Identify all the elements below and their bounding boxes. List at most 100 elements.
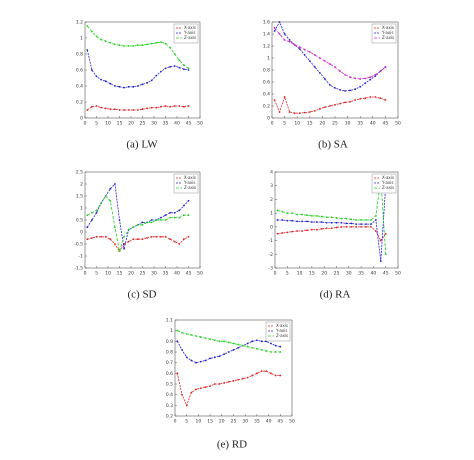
data-point bbox=[303, 48, 306, 51]
data-point bbox=[141, 238, 144, 241]
data-point bbox=[278, 33, 281, 35]
data-point bbox=[109, 82, 112, 85]
data-point bbox=[335, 221, 338, 224]
data-point bbox=[227, 380, 230, 383]
data-point bbox=[173, 240, 176, 243]
data-point bbox=[241, 377, 244, 380]
data-point bbox=[169, 65, 172, 68]
data-point bbox=[176, 329, 179, 332]
data-point bbox=[308, 60, 311, 62]
data-point bbox=[127, 45, 130, 47]
data-point bbox=[306, 220, 308, 223]
x-tick-label: 45 bbox=[277, 419, 283, 425]
data-point bbox=[86, 214, 89, 217]
y-tick-label: 1.6 bbox=[263, 20, 270, 26]
legend-label: Y-axis bbox=[381, 30, 393, 35]
x-tick-label: 0 bbox=[274, 271, 277, 277]
caption: (c) SD bbox=[127, 289, 156, 301]
data-point bbox=[344, 101, 346, 104]
legend-box bbox=[371, 173, 397, 194]
data-point bbox=[365, 225, 367, 228]
data-point bbox=[176, 340, 179, 343]
data-point bbox=[155, 41, 158, 44]
data-point bbox=[199, 360, 202, 363]
data-point bbox=[178, 66, 181, 69]
data-point bbox=[273, 30, 276, 32]
x-tick-label: 5 bbox=[185, 419, 188, 425]
x-tick-label: 15 bbox=[309, 271, 315, 277]
data-point bbox=[291, 230, 294, 233]
data-point bbox=[301, 220, 303, 223]
y-tick-label: 0.6 bbox=[166, 371, 173, 377]
caption: (b) SA bbox=[318, 139, 348, 151]
data-point bbox=[320, 228, 323, 230]
data-point bbox=[91, 219, 93, 221]
x-tick-label: 10 bbox=[294, 121, 300, 127]
data-point bbox=[344, 73, 346, 76]
series-line bbox=[86, 25, 189, 69]
data-point bbox=[209, 385, 212, 388]
legend-label: Y-axis bbox=[183, 30, 195, 35]
data-point bbox=[91, 69, 93, 71]
data-point bbox=[160, 219, 162, 221]
data-point bbox=[288, 39, 291, 41]
y-tick-label: 0.2 bbox=[263, 104, 270, 110]
data-point bbox=[185, 404, 188, 407]
data-point bbox=[118, 85, 121, 88]
data-point bbox=[132, 226, 135, 229]
data-point bbox=[330, 227, 333, 230]
data-point bbox=[164, 235, 167, 238]
data-point bbox=[91, 211, 93, 214]
data-point bbox=[95, 35, 98, 38]
data-point bbox=[354, 88, 357, 91]
data-point bbox=[232, 348, 235, 351]
x-tick-label: 40 bbox=[370, 121, 376, 127]
data-point bbox=[104, 80, 107, 83]
data-point bbox=[164, 67, 167, 70]
data-point bbox=[291, 212, 294, 215]
data-point bbox=[279, 374, 282, 377]
data-point bbox=[104, 235, 107, 238]
y-tick-label: 0.8 bbox=[76, 52, 83, 58]
data-point bbox=[104, 40, 107, 43]
data-point bbox=[127, 109, 130, 111]
data-point bbox=[288, 111, 291, 113]
data-point bbox=[335, 226, 338, 229]
data-point bbox=[330, 221, 333, 224]
data-point bbox=[345, 217, 348, 220]
data-point bbox=[276, 219, 279, 221]
data-point bbox=[173, 53, 176, 55]
data-point bbox=[169, 211, 172, 214]
data-point bbox=[318, 57, 321, 59]
data-point bbox=[281, 219, 284, 221]
legend-label: Z-axis bbox=[382, 35, 394, 40]
data-point bbox=[276, 232, 279, 235]
data-point bbox=[155, 219, 158, 221]
data-point bbox=[209, 357, 212, 360]
data-point bbox=[100, 78, 102, 81]
data-point bbox=[118, 44, 121, 47]
data-point bbox=[169, 216, 172, 219]
data-point bbox=[340, 217, 343, 220]
x-tick-label: 10 bbox=[105, 121, 111, 127]
data-point bbox=[324, 78, 326, 80]
data-point bbox=[313, 109, 316, 112]
data-point bbox=[127, 240, 130, 243]
data-point bbox=[369, 78, 372, 81]
data-point bbox=[283, 33, 286, 35]
data-point bbox=[185, 356, 188, 359]
x-tick-label: 25 bbox=[334, 271, 340, 277]
data-point bbox=[354, 77, 357, 80]
data-point bbox=[330, 216, 333, 219]
data-point bbox=[251, 346, 254, 349]
data-point bbox=[278, 111, 281, 113]
data-point bbox=[86, 25, 89, 27]
data-point bbox=[301, 230, 303, 232]
data-point bbox=[155, 235, 158, 238]
y-tick-label: 1 bbox=[80, 206, 83, 212]
data-point bbox=[324, 60, 326, 62]
data-point bbox=[286, 219, 289, 222]
data-point bbox=[318, 72, 321, 74]
y-tick-label: 2 bbox=[270, 197, 273, 203]
data-point bbox=[150, 235, 153, 238]
